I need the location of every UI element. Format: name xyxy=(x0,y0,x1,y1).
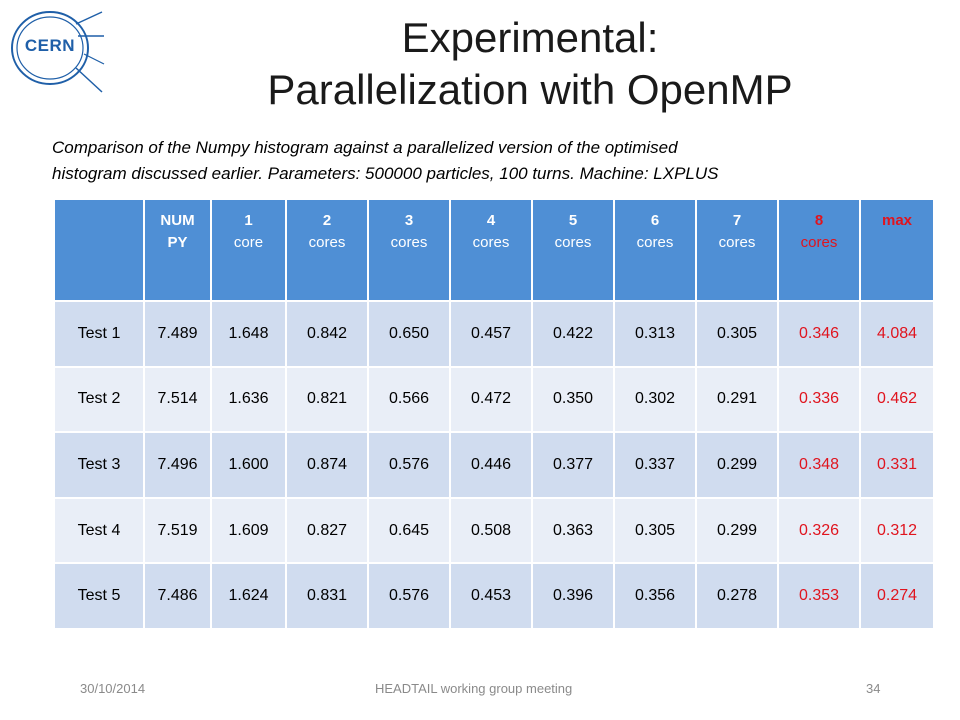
header-8-cores: 8 cores xyxy=(777,198,861,302)
header-6-cores: 6 cores xyxy=(613,198,697,302)
cern-logo-text: CERN xyxy=(24,36,76,55)
header-numpy: NUM PY xyxy=(143,198,212,302)
table-cell: 0.874 xyxy=(285,431,369,499)
table-row: Test 3 7.496 1.600 0.874 0.576 0.446 0.377 0.33… xyxy=(53,431,935,499)
row-label-cell: Test 3 xyxy=(53,431,145,499)
table-cell: 0.650 xyxy=(367,300,451,368)
header-7-cores: 7 cores xyxy=(695,198,779,302)
table-cell: 0.326 xyxy=(777,496,861,565)
results-table: NUM PY 1 core 2 cores 3 cores 4 cores 5 cores … xyxy=(53,198,935,630)
table-cell: 0.299 xyxy=(695,496,779,565)
description-line1: Comparison of the Numpy histogram agains… xyxy=(52,138,678,157)
footer-meeting-name: HEADTAIL working group meeting xyxy=(375,681,573,696)
table-cell: 0.312 xyxy=(859,496,935,565)
table-cell: 0.831 xyxy=(285,562,369,630)
table-cell: 0.313 xyxy=(613,300,697,368)
table-cell: 0.305 xyxy=(695,300,779,368)
table-cell: 0.302 xyxy=(613,365,697,434)
cern-logo: CERN xyxy=(6,6,106,100)
table-cell: 0.299 xyxy=(695,431,779,499)
table-cell: 1.648 xyxy=(210,300,287,368)
table-cell: 0.278 xyxy=(695,562,779,630)
table-cell: 7.489 xyxy=(143,300,212,368)
table-row: Test 1 7.489 1.648 0.842 0.650 0.457 0.422 0.31… xyxy=(53,300,935,368)
header-5-cores: 5 cores xyxy=(531,198,615,302)
footer-date: 30/10/2014 xyxy=(80,681,146,696)
table-cell: 0.576 xyxy=(367,431,451,499)
row-label-cell: Test 2 xyxy=(53,365,145,434)
table-cell: 0.337 xyxy=(613,431,697,499)
header-1-core: 1 core xyxy=(210,198,287,302)
table-cell: 1.600 xyxy=(210,431,287,499)
header-3-cores: 3 cores xyxy=(367,198,451,302)
header-max: max xyxy=(859,198,935,302)
header-2-cores: 2 cores xyxy=(285,198,369,302)
table-header-row: NUM PY 1 core 2 cores 3 cores 4 cores 5 cores … xyxy=(53,198,935,302)
table-cell: 0.377 xyxy=(531,431,615,499)
table-cell: 0.472 xyxy=(449,365,533,434)
header-corner xyxy=(53,198,145,302)
table-row: Test 4 7.519 1.609 0.827 0.645 0.508 0.363 0.30… xyxy=(53,496,935,565)
table-cell: 0.457 xyxy=(449,300,533,368)
table-cell: 0.346 xyxy=(777,300,861,368)
table-cell: 0.821 xyxy=(285,365,369,434)
table-cell: 0.446 xyxy=(449,431,533,499)
description-line2: histogram discussed earlier. Parameters:… xyxy=(52,164,719,183)
table-cell: 7.496 xyxy=(143,431,212,499)
table-cell: 0.842 xyxy=(285,300,369,368)
row-label-cell: Test 5 xyxy=(53,562,145,630)
table-cell: 1.624 xyxy=(210,562,287,630)
table-cell: 7.514 xyxy=(143,365,212,434)
table-cell: 0.508 xyxy=(449,496,533,565)
table-cell: 0.827 xyxy=(285,496,369,565)
table-cell: 0.422 xyxy=(531,300,615,368)
table-row: Test 5 7.486 1.624 0.831 0.576 0.453 0.396 0.35… xyxy=(53,562,935,630)
slide-title-line2: Parallelization with OpenMP xyxy=(267,66,793,113)
table-cell: 0.396 xyxy=(531,562,615,630)
table-cell: 0.274 xyxy=(859,562,935,630)
table-cell: 0.350 xyxy=(531,365,615,434)
slide-title-line1: Experimental: xyxy=(401,14,659,61)
table-cell: 1.609 xyxy=(210,496,287,565)
table-cell: 0.331 xyxy=(859,431,935,499)
table-cell: 4.084 xyxy=(859,300,935,368)
cern-logo-icon xyxy=(11,11,105,93)
table-cell: 0.576 xyxy=(367,562,451,630)
table-cell: 0.336 xyxy=(777,365,861,434)
table-cell: 7.486 xyxy=(143,562,212,630)
slide-description: Comparison of the Numpy histogram agains… xyxy=(52,135,922,187)
table-cell: 0.305 xyxy=(613,496,697,565)
row-label-cell: Test 4 xyxy=(53,496,145,565)
table-cell: 1.636 xyxy=(210,365,287,434)
table-row: Test 2 7.514 1.636 0.821 0.566 0.472 0.350 0.30… xyxy=(53,365,935,434)
table-cell: 0.356 xyxy=(613,562,697,630)
table-cell: 0.462 xyxy=(859,365,935,434)
table-cell: 0.353 xyxy=(777,562,861,630)
header-4-cores: 4 cores xyxy=(449,198,533,302)
table-cell: 7.519 xyxy=(143,496,212,565)
table-cell: 0.453 xyxy=(449,562,533,630)
table-cell: 0.291 xyxy=(695,365,779,434)
table-cell: 0.348 xyxy=(777,431,861,499)
table-cell: 0.566 xyxy=(367,365,451,434)
footer-page-number: 34 xyxy=(866,681,881,696)
table-cell: 0.363 xyxy=(531,496,615,565)
row-label-cell: Test 1 xyxy=(53,300,145,368)
slide-title: Experimental: Parallelization with OpenM… xyxy=(180,12,880,116)
table-cell: 0.645 xyxy=(367,496,451,565)
